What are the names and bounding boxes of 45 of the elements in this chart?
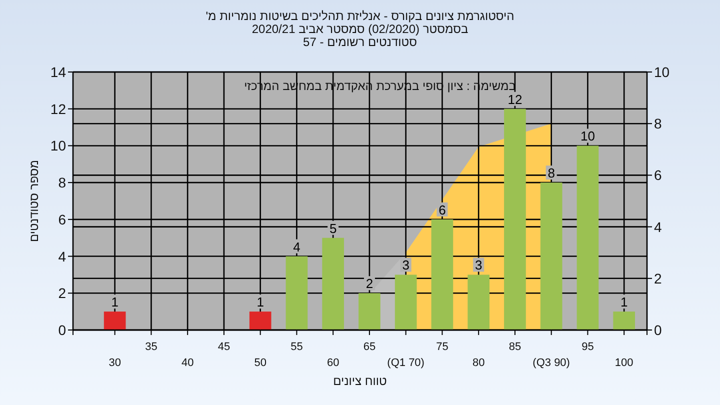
data-label: 1	[256, 294, 264, 310]
y2-tick-label: 4	[654, 218, 662, 235]
data-label: 5	[329, 220, 337, 236]
data-label: 1	[111, 294, 118, 310]
y-tick-label: 2	[58, 285, 66, 302]
y-tick-label: 0	[58, 322, 66, 338]
x-tick-label: 35	[145, 341, 158, 353]
y-tick-label: 10	[50, 138, 66, 154]
x-tick-label: 95	[582, 341, 594, 353]
data-label: 3	[402, 258, 410, 273]
y2-tick-label: 8	[654, 116, 662, 132]
x-tick-label: (Q1 70)	[387, 357, 424, 369]
data-label: 12	[508, 92, 522, 107]
data-label: 10	[580, 128, 595, 144]
x-tick-label: 40	[181, 357, 194, 369]
y2-tick-label: 6	[654, 167, 662, 184]
data-label: 2	[366, 276, 374, 292]
x-tick-label: 30	[108, 357, 121, 369]
x-tick-label: (Q3 90)	[532, 357, 570, 369]
x-tick-label: 45	[218, 341, 230, 353]
y-tick-label: 4	[58, 248, 66, 264]
data-label: 4	[293, 239, 300, 254]
data-label: 3	[474, 258, 482, 273]
data-label: 8	[548, 166, 555, 181]
y2-tick-label: 2	[654, 270, 662, 286]
x-tick-label: 80	[472, 357, 485, 369]
x-tick-label: 75	[436, 341, 448, 353]
y2-tick-label: 0	[654, 322, 662, 338]
y-tick-label: 6	[58, 211, 66, 228]
x-tick-label: 60	[326, 357, 340, 369]
y2-tick-label: 10	[654, 64, 670, 80]
chart-title: היסטוגרמת ציונים בקורס - אנליזת תהליכים בשיטות נומריות מ'	[206, 9, 514, 23]
chart-subtitle: בסמסטר (02/2020) סמסטר אביב 2020/21 סטודנטים רשומים - 57	[252, 22, 468, 49]
x-tick-label: 55	[290, 341, 303, 353]
x-tick-label: 85	[508, 341, 522, 353]
y-tick-label: 12	[50, 100, 66, 117]
data-label: 6	[438, 202, 446, 218]
y-tick-label: 14	[50, 64, 66, 80]
x-tick-label: 100	[614, 357, 634, 369]
y-axis-title: מספר סטודנטים	[27, 160, 41, 242]
x-tick-label: 50	[254, 357, 266, 369]
data-label: 1	[620, 294, 628, 310]
x-tick-label: 65	[363, 341, 376, 353]
y-tick-label: 8	[58, 174, 66, 191]
x-axis-title: טווח ציונים	[333, 374, 388, 388]
